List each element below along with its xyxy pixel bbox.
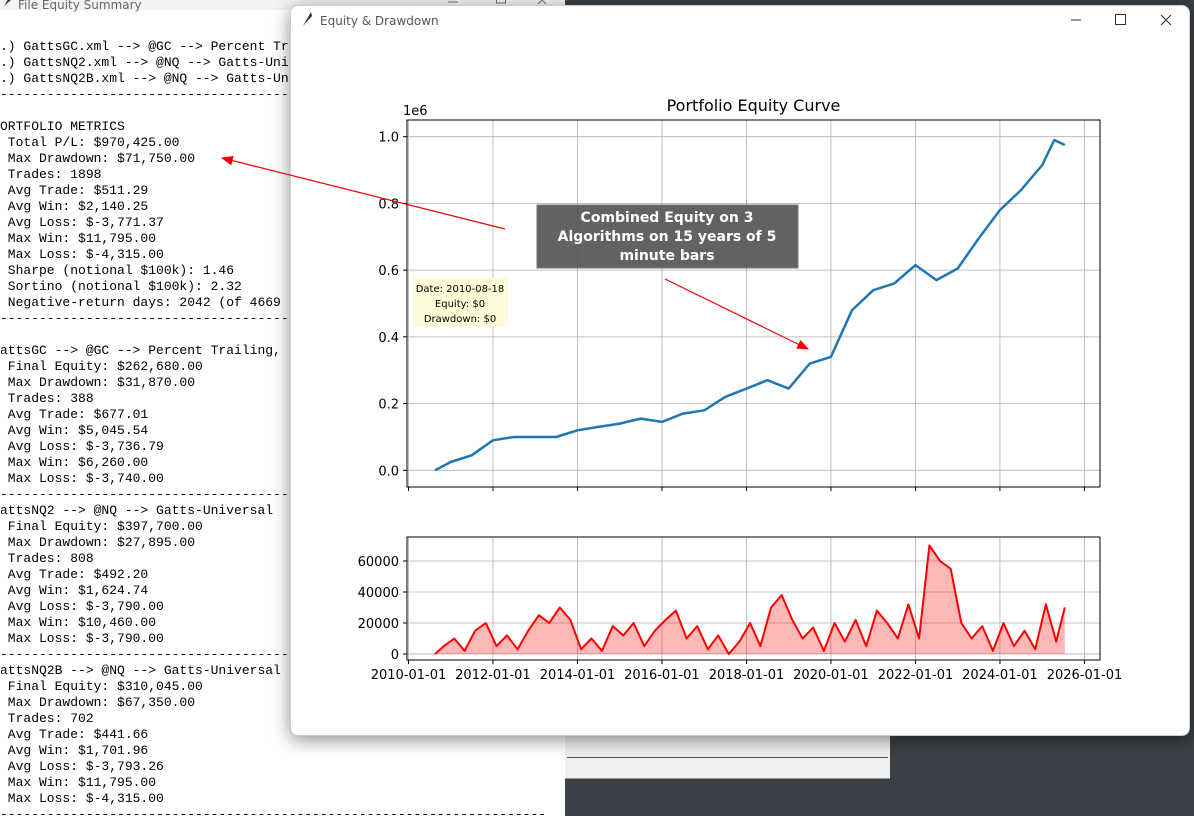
metric: Negative-return days: 2042 (of 4669 xyxy=(0,295,281,310)
metric: Avg Loss: $-3,736.79 xyxy=(0,439,164,454)
metric: Avg Trade: $492.20 xyxy=(0,567,149,582)
metric: Avg Trade: $441.66 xyxy=(0,727,149,742)
metric: Max Drawdown: $71,750.00 xyxy=(0,151,196,166)
metric: Total P/L: $970,425.00 xyxy=(0,135,180,150)
metric: Max Win: $10,460.00 xyxy=(0,615,157,630)
metric: Avg Win: $2,140.25 xyxy=(0,199,149,214)
metric: Avg Trade: $677.01 xyxy=(0,407,149,422)
metric: Max Loss: $-3,740.00 xyxy=(0,471,164,486)
metric: Final Equity: $310,045.00 xyxy=(0,679,203,694)
metric: Trades: 1898 xyxy=(0,167,102,182)
metric: Sortino (notional $100k): 2.32 xyxy=(0,279,242,294)
heading: ORTFOLIO METRICS xyxy=(0,119,125,134)
metric: Trades: 702 xyxy=(0,711,94,726)
metric: Max Loss: $-3,790.00 xyxy=(0,631,164,646)
metric: Avg Win: $1,624.74 xyxy=(0,583,149,598)
file-line: .) GattsNQ2B.xml --> @NQ --> Gatts-Un xyxy=(0,71,289,86)
background-window xyxy=(565,730,890,779)
metric: Max Drawdown: $31,870.00 xyxy=(0,375,196,390)
metric: Avg Loss: $-3,771.37 xyxy=(0,215,164,230)
metric: Avg Loss: $-3,793.26 xyxy=(0,759,164,774)
heading: attsNQ2B --> @NQ --> Gatts-Universal xyxy=(0,663,281,678)
divider xyxy=(567,757,888,758)
metric: Trades: 388 xyxy=(0,391,94,406)
metric: Max Win: $6,260.00 xyxy=(0,455,149,470)
metric: Trades: 808 xyxy=(0,551,94,566)
metric: Max Loss: $-4,315.00 xyxy=(0,247,164,262)
heading: attsNQ2 --> @NQ --> Gatts-Universal xyxy=(0,503,274,518)
window-title: File Equity Summary xyxy=(18,0,142,12)
heading: attsGC --> @GC --> Percent Trailing, xyxy=(0,343,281,358)
metric: Avg Win: $5,045.54 xyxy=(0,423,149,438)
metric: Final Equity: $262,680.00 xyxy=(0,359,203,374)
metric: Max Win: $11,795.00 xyxy=(0,231,157,246)
metric: Max Win: $11,795.00 xyxy=(0,775,157,790)
separator: ----------------------------------------… xyxy=(0,807,547,816)
metric: Sharpe (notional $100k): 1.46 xyxy=(0,263,235,278)
chart-window: Equity & Drawdown xyxy=(290,5,1190,736)
metric: Avg Trade: $511.29 xyxy=(0,183,149,198)
metric: Max Drawdown: $67,350.00 xyxy=(0,695,196,710)
metric: Max Loss: $-4,315.00 xyxy=(0,791,164,806)
window-title: Equity & Drawdown xyxy=(320,14,439,28)
metric: Avg Win: $1,701.96 xyxy=(0,743,149,758)
metric: Max Drawdown: $27,895.00 xyxy=(0,535,196,550)
file-line: .) GattsNQ2.xml --> @NQ --> Gatts-Uni xyxy=(0,55,289,70)
metric: Avg Loss: $-3,790.00 xyxy=(0,599,164,614)
metric: Final Equity: $397,700.00 xyxy=(0,519,203,534)
title-bar: File Equity Summary xyxy=(0,0,565,12)
file-line: .) GattsGC.xml --> @GC --> Percent Tr xyxy=(0,39,289,54)
